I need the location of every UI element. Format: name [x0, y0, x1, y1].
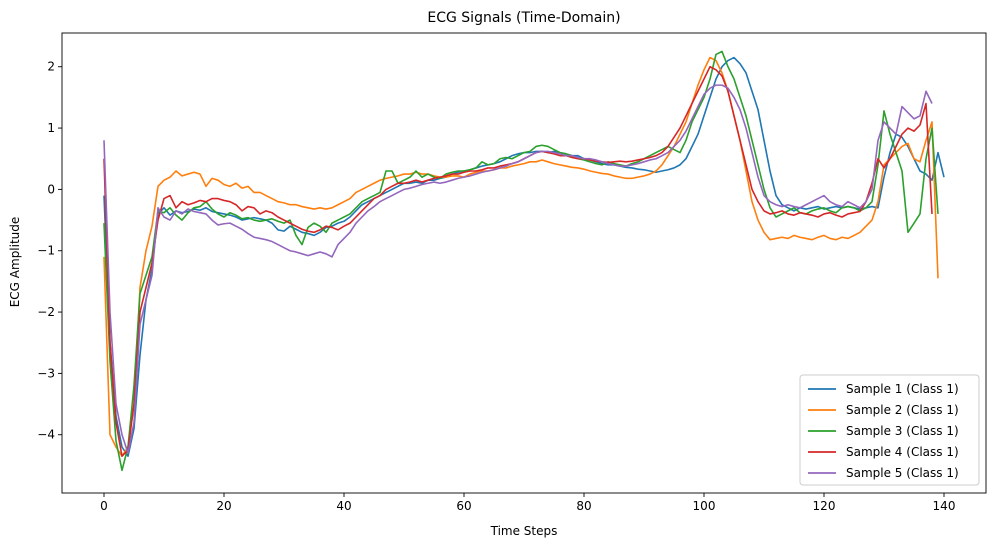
legend-entry-1: Sample 1 (Class 1) — [846, 382, 959, 396]
x-tick-label: 100 — [693, 499, 716, 513]
y-tick-label: −2 — [37, 305, 55, 319]
x-tick-label: 120 — [813, 499, 836, 513]
legend-entry-3: Sample 3 (Class 1) — [846, 424, 959, 438]
x-tick-label: 140 — [933, 499, 956, 513]
legend-entry-5: Sample 5 (Class 1) — [846, 466, 959, 480]
y-tick-label: −3 — [37, 366, 55, 380]
x-tick-label: 80 — [576, 499, 591, 513]
plot-frame — [61, 32, 987, 494]
plot-area — [61, 32, 987, 494]
legend: Sample 1 (Class 1) Sample 2 (Class 1) Samp… — [799, 374, 980, 486]
legend-box — [799, 374, 980, 486]
legend-entry-2: Sample 2 (Class 1) — [846, 403, 959, 417]
x-axis-label: Time Steps — [490, 524, 558, 538]
legend-entry-4: Sample 4 (Class 1) — [846, 445, 959, 459]
series-line-5 — [103, 84, 933, 454]
series-line-2 — [103, 56, 939, 458]
y-tick-label: −4 — [37, 428, 55, 442]
y-axis-label: ECG Amplitude — [8, 217, 22, 308]
y-tick-label: 1 — [47, 121, 55, 135]
y-tick-label: 0 — [47, 182, 55, 196]
x-tick-label: 60 — [456, 499, 471, 513]
series-line-3 — [103, 50, 939, 472]
x-tick-label: 20 — [216, 499, 231, 513]
y-tick-label: 2 — [47, 60, 55, 74]
y-tick-label: −1 — [37, 244, 55, 258]
axis-ticks: 0 20 40 60 80 100 120 140 −4 −3 −2 −1 0 1 2 — [37, 60, 955, 513]
x-tick-label: 40 — [336, 499, 351, 513]
x-tick-label: 0 — [100, 499, 108, 513]
chart-title: ECG Signals (Time-Domain) — [427, 10, 620, 26]
